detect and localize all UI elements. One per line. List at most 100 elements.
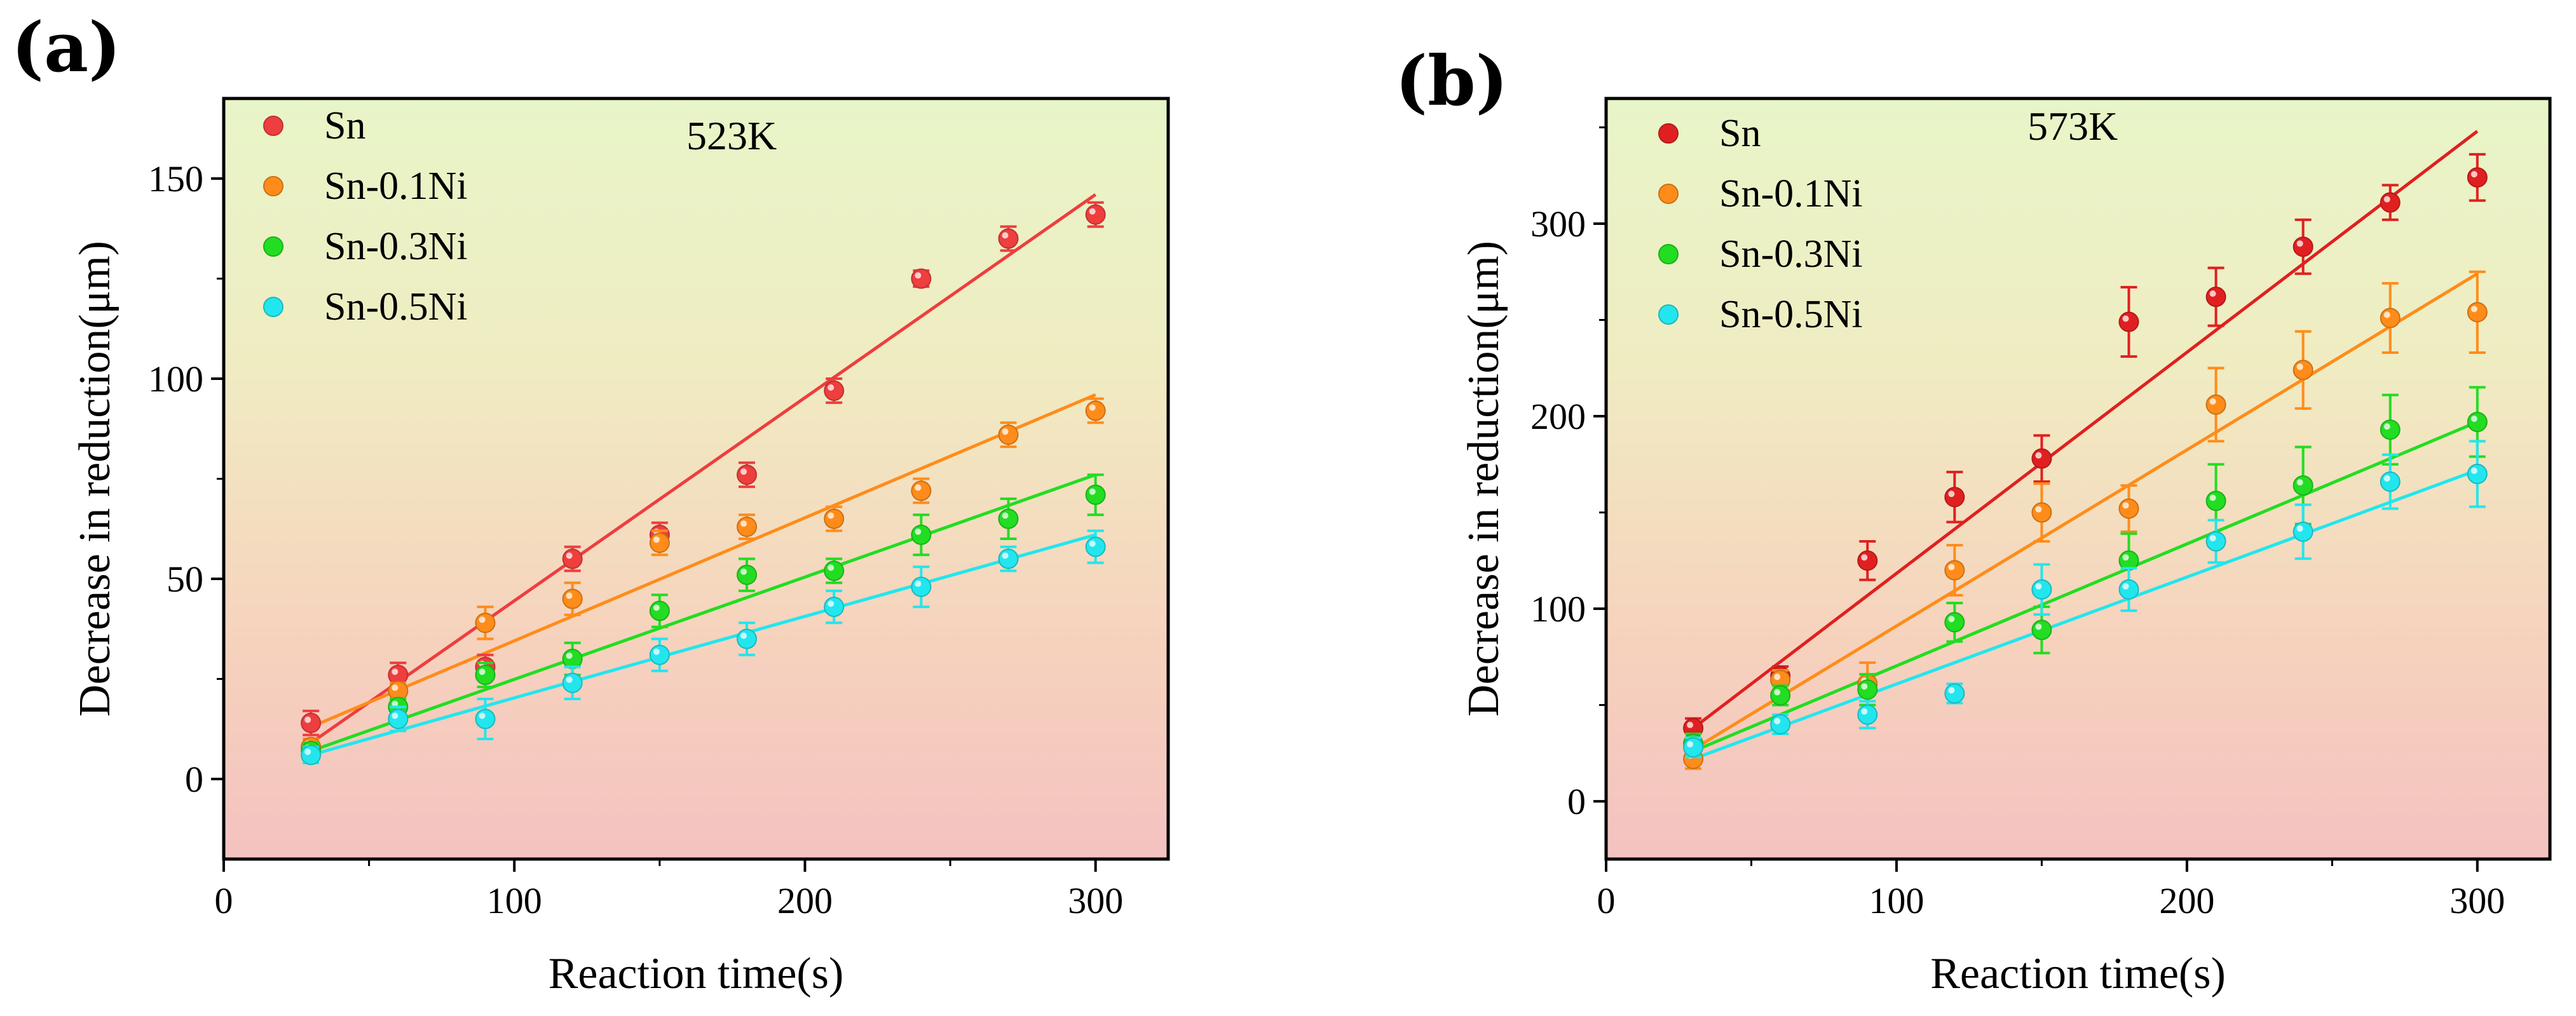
- data-point-highlight-b-3-8: [2383, 475, 2390, 482]
- data-point-a-3-5: [737, 628, 758, 649]
- chart-panel-b: 0 100 200 300 0 100 200 300 Reaction time(s) Decr…: [1459, 97, 2552, 998]
- data-point-b-0-4: [2031, 448, 2052, 469]
- y-tick-label-a-3: 150: [148, 158, 203, 200]
- data-point-highlight-b-3-6: [2209, 534, 2216, 541]
- panel-tag-b: (b): [1395, 41, 1508, 121]
- fit-line-b-2: [1693, 420, 2478, 753]
- data-point-highlight-a-3-9: [1089, 540, 1096, 547]
- data-point-highlight-b-0-7: [2296, 240, 2303, 247]
- data-point-highlight-a-0-9: [1089, 208, 1096, 215]
- data-point-b-2-9: [2467, 412, 2488, 433]
- data-point-highlight-b-3-7: [2296, 525, 2303, 532]
- data-point-b-0-7: [2293, 236, 2314, 257]
- data-point-highlight-a-1-2: [479, 616, 486, 623]
- data-point-highlight-a-3-4: [653, 648, 660, 655]
- plot-frame-b: [1604, 97, 2552, 861]
- data-point-highlight-a-2-9: [1089, 488, 1096, 495]
- data-point-b-1-3: [1944, 560, 1965, 581]
- legend-marker-b-2: [1658, 244, 1679, 264]
- legend-marker-a-1: [263, 176, 283, 196]
- data-point-highlight-b-0-3: [1948, 491, 1955, 498]
- data-point-highlight-b-1-3: [1948, 564, 1955, 571]
- data-point-a-1-5: [737, 517, 758, 538]
- data-point-a-1-4: [649, 532, 670, 553]
- data-point-b-2-4: [2031, 620, 2052, 640]
- fit-line-a-3: [310, 533, 1096, 757]
- data-point-highlight-b-3-5: [2122, 583, 2129, 590]
- y-tick-label-b-3: 300: [1530, 203, 1586, 245]
- temperature-annotation-a: 523K: [686, 113, 777, 158]
- fit-line-a-0: [310, 193, 1097, 745]
- y-axis-label-a: Decrease in reduction(μm): [71, 241, 119, 717]
- data-point-a-2-4: [649, 600, 670, 621]
- legend-label-b-1: Sn-0.1Ni: [1719, 172, 1863, 215]
- data-point-b-3-3: [1944, 683, 1965, 704]
- data-point-highlight-b-2-4: [2035, 623, 2042, 630]
- data-point-b-1-6: [2205, 394, 2226, 415]
- data-point-highlight-a-3-6: [828, 600, 835, 607]
- data-point-b-1-5: [2118, 498, 2139, 519]
- x-tick-label-b-3: 300: [2450, 880, 2505, 921]
- data-point-highlight-b-3-3: [1948, 687, 1955, 694]
- data-point-highlight-b-0-2: [1861, 554, 1868, 561]
- x-tick-label-a-3: 300: [1068, 880, 1123, 921]
- y-tick-label-b-2: 200: [1530, 396, 1586, 437]
- data-point-highlight-a-3-2: [479, 712, 486, 719]
- data-point-highlight-b-2-5: [2122, 554, 2129, 561]
- data-point-highlight-a-1-1: [392, 684, 399, 691]
- y-tick-label-a-1: 50: [167, 559, 203, 600]
- legend-marker-a-0: [263, 116, 283, 136]
- data-point-highlight-a-1-6: [828, 512, 835, 519]
- legend-marker-a-2: [263, 236, 283, 257]
- data-point-b-1-4: [2031, 502, 2052, 523]
- data-point-highlight-a-1-9: [1089, 404, 1096, 411]
- data-point-highlight-b-1-1: [1774, 674, 1781, 681]
- data-point-highlight-a-1-4: [653, 536, 660, 543]
- data-point-a-2-7: [911, 524, 932, 545]
- data-point-highlight-b-1-5: [2122, 502, 2129, 509]
- data-point-highlight-a-0-8: [1002, 232, 1009, 239]
- data-point-a-2-6: [824, 560, 845, 581]
- data-point-highlight-b-3-0: [1687, 741, 1694, 748]
- y-tick-label-b-1: 100: [1530, 588, 1586, 630]
- data-point-highlight-a-0-1: [392, 668, 399, 675]
- data-point-b-2-1: [1770, 685, 1791, 706]
- fit-line-b-0: [1692, 130, 2479, 729]
- data-point-a-0-8: [998, 228, 1019, 249]
- data-point-highlight-a-2-6: [828, 564, 835, 571]
- data-point-highlight-a-3-5: [740, 632, 747, 639]
- data-point-highlight-a-2-5: [740, 568, 747, 575]
- data-point-a-0-3: [562, 548, 583, 569]
- legend-marker-b-0: [1658, 123, 1679, 144]
- plot-frame-a: [222, 97, 1170, 861]
- data-point-highlight-b-2-9: [2470, 416, 2477, 423]
- legend-label-a-3: Sn-0.5Ni: [324, 285, 468, 329]
- data-point-highlight-b-1-7: [2296, 363, 2303, 370]
- data-point-highlight-b-2-6: [2209, 494, 2216, 501]
- plot-area-a: [224, 98, 1168, 859]
- y-axis-label-b: Decrease in reduction(μm): [1459, 241, 1508, 717]
- data-point-a-3-6: [824, 597, 845, 618]
- data-point-b-0-6: [2205, 287, 2226, 308]
- legend-label-a-2: Sn-0.3Ni: [324, 225, 468, 268]
- data-point-highlight-a-2-2: [479, 668, 486, 675]
- data-point-b-2-3: [1944, 612, 1965, 633]
- data-point-b-3-2: [1857, 704, 1878, 725]
- panel-tag-a: (a): [11, 8, 121, 88]
- y-tick-label-b-0: 0: [1567, 781, 1586, 822]
- fit-line-a-1: [310, 393, 1096, 729]
- data-point-a-1-3: [562, 588, 583, 609]
- fit-line-b-3: [1693, 468, 2478, 761]
- data-point-highlight-b-3-9: [2470, 467, 2477, 474]
- data-point-b-1-9: [2467, 302, 2488, 323]
- data-point-a-2-8: [998, 508, 1019, 529]
- x-tick-label-a-2: 200: [777, 880, 833, 921]
- data-point-a-1-2: [475, 613, 496, 633]
- data-point-b-3-9: [2467, 463, 2488, 484]
- legend-label-a-1: Sn-0.1Ni: [324, 165, 468, 208]
- data-point-highlight-b-3-2: [1861, 708, 1868, 715]
- x-tick-label-b-0: 0: [1597, 880, 1616, 921]
- data-point-highlight-b-0-6: [2209, 290, 2216, 297]
- data-point-highlight-b-0-0: [1687, 721, 1694, 728]
